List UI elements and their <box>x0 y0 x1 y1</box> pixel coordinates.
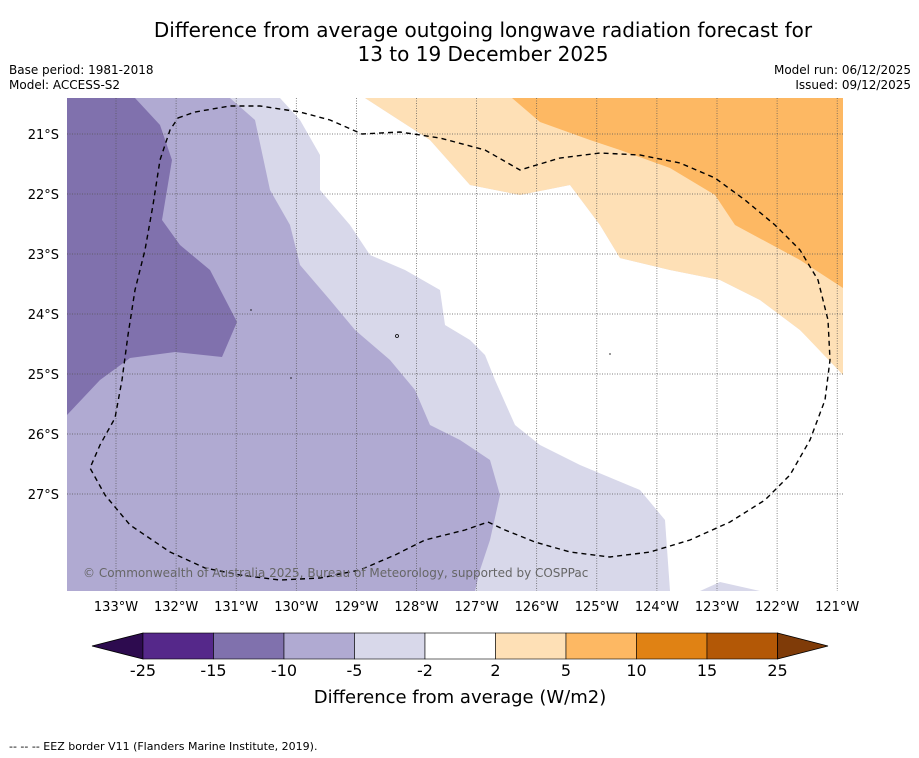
colorbar-tick-label: -15 <box>200 661 226 680</box>
colorbar-segment <box>213 632 285 660</box>
lon-label: 127°W <box>455 600 499 615</box>
lon-label: 126°W <box>515 600 559 615</box>
band-medium-purple <box>67 98 500 591</box>
lon-label: 129°W <box>334 600 378 615</box>
colorbar-segment <box>495 632 567 660</box>
lon-label: 121°W <box>815 600 859 615</box>
colorbar-tick-label: -5 <box>347 661 363 680</box>
lon-label: 122°W <box>755 600 799 615</box>
colorbar-tick-label: 15 <box>697 661 717 680</box>
base-period: Base period: 1981-2018 <box>9 63 154 77</box>
colorbar-segment <box>565 632 637 660</box>
lat-label: 23°S <box>28 248 59 263</box>
colorbar-segment <box>424 632 496 660</box>
colorbar-ticks: -25 -15 -10 -5 -2 2 5 10 15 25 <box>130 661 788 680</box>
map-title: Difference from average outgoing longwav… <box>0 18 919 66</box>
colorbar-tick-label: -2 <box>417 661 433 680</box>
colorbar-tick-label: 2 <box>490 661 500 680</box>
colorbar-label: Difference from average (W/m2) <box>314 687 606 708</box>
lon-label: 123°W <box>695 600 739 615</box>
lat-label: 22°S <box>28 188 59 203</box>
map-area: © Commonwealth of Australia 2025, Bureau… <box>67 98 843 591</box>
colorbar-tick-label: -10 <box>271 661 297 680</box>
colorbar-tick-label: 25 <box>767 661 787 680</box>
title-line-1: Difference from average outgoing longwav… <box>153 18 813 42</box>
colorbar-extend-low <box>91 632 144 660</box>
colorbar-segment <box>354 632 426 660</box>
lon-label: 128°W <box>394 600 438 615</box>
lat-label: 25°S <box>28 368 59 383</box>
lon-label: 124°W <box>635 600 679 615</box>
meta-right: Model run: 06/12/2025 Issued: 09/12/2025 <box>774 63 911 93</box>
lon-label: 133°W <box>94 600 138 615</box>
band-neutral <box>280 98 843 591</box>
colorbar-tick-label: -25 <box>130 661 156 680</box>
eez-border <box>89 105 831 581</box>
band-dark-purple <box>67 98 237 415</box>
title-line-2: 13 to 19 December 2025 <box>357 42 609 66</box>
colorbar-segment <box>283 632 355 660</box>
lat-label: 21°S <box>28 128 59 143</box>
colorbar-segment <box>636 632 708 660</box>
colorbar <box>91 632 829 660</box>
lon-label: 130°W <box>274 600 318 615</box>
colorbar-segment <box>706 632 778 660</box>
lat-label: 26°S <box>28 428 59 443</box>
colorbar-extend-high <box>777 632 829 660</box>
copyright-text: © Commonwealth of Australia 2025, Bureau… <box>83 566 588 580</box>
lon-label: 125°W <box>575 600 619 615</box>
band-light-purple-patch <box>700 582 760 591</box>
colorbar-segment <box>142 632 214 660</box>
lon-label: 131°W <box>214 600 258 615</box>
meta-left: Base period: 1981-2018 Model: ACCESS-S2 <box>9 63 154 93</box>
eez-footnote: -- -- -- EEZ border V11 (Flanders Marine… <box>9 740 318 753</box>
lon-label: 132°W <box>154 600 198 615</box>
model-run: Model run: 06/12/2025 <box>773 63 911 77</box>
lat-label: 24°S <box>28 308 59 323</box>
issued-date: Issued: 09/12/2025 <box>795 78 911 92</box>
lat-label: 27°S <box>28 488 59 503</box>
model-name: Model: ACCESS-S2 <box>9 78 121 92</box>
latitude-labels: 21°S 22°S 23°S 24°S 25°S 26°S 27°S <box>28 128 59 503</box>
colorbar-tick-label: 5 <box>561 661 571 680</box>
gridlines <box>67 98 843 591</box>
band-orange <box>512 98 843 288</box>
island-markers <box>250 309 611 379</box>
longitude-labels: 133°W 132°W 131°W 130°W 129°W 128°W 127°W 126°W… <box>94 600 860 615</box>
colorbar-tick-label: 10 <box>626 661 646 680</box>
